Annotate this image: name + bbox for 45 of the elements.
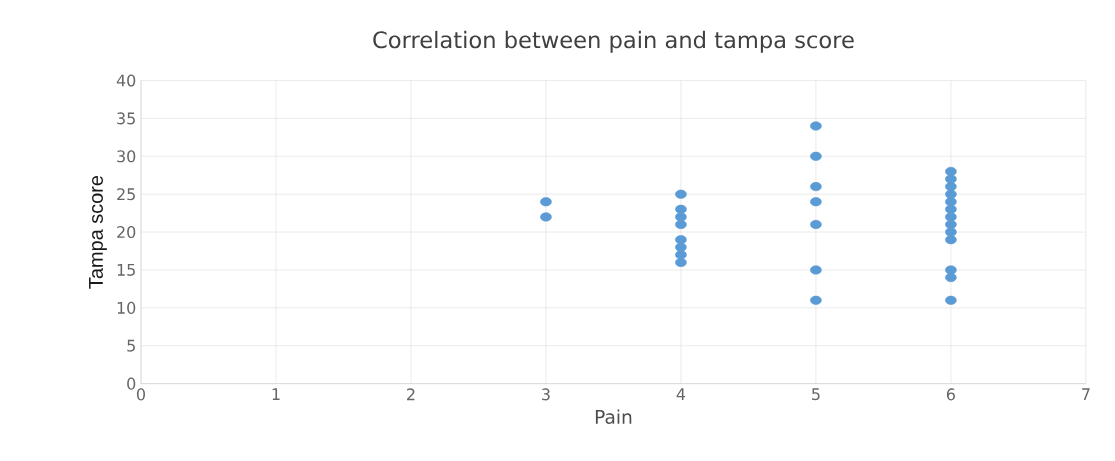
point xyxy=(810,295,822,305)
point xyxy=(945,235,957,245)
point xyxy=(810,151,822,161)
y-tick-label: 35 xyxy=(117,112,135,125)
point xyxy=(945,197,957,207)
x-tick-label: 0 xyxy=(136,388,146,401)
point xyxy=(945,174,957,184)
point xyxy=(945,272,957,283)
point xyxy=(945,189,957,199)
x-tick-label: 1 xyxy=(272,388,280,400)
x-tick-label: 3 xyxy=(542,388,550,401)
y-tick-label: 15 xyxy=(117,263,135,276)
point xyxy=(810,197,822,207)
point xyxy=(675,250,687,260)
point xyxy=(945,182,957,192)
y-tick-label: 30 xyxy=(117,150,136,163)
point xyxy=(945,227,957,237)
x-tick-label: 2 xyxy=(407,388,415,401)
point xyxy=(945,212,957,222)
point xyxy=(810,219,822,229)
y-tick-label: 20 xyxy=(117,225,136,239)
point xyxy=(810,265,822,275)
x-axis-title: Pain xyxy=(595,409,632,424)
y-tick-label: 10 xyxy=(117,301,136,314)
x-tick-label: 4 xyxy=(676,388,686,400)
point xyxy=(675,219,687,229)
point xyxy=(675,235,687,245)
point xyxy=(945,295,957,305)
point xyxy=(675,212,687,222)
y-tick-label: 5 xyxy=(127,339,135,352)
point xyxy=(810,121,822,131)
point xyxy=(540,197,552,207)
x-tick-label: 6 xyxy=(946,388,955,401)
y-tick-label: 0 xyxy=(127,377,136,390)
x-tick-label: 5 xyxy=(812,388,820,401)
point xyxy=(675,189,687,199)
y-tick-label: 25 xyxy=(117,188,135,201)
point xyxy=(675,257,687,267)
chart-title: Correlation between pain and tampa score xyxy=(373,30,854,53)
y-tick-label: 40 xyxy=(116,74,136,87)
point xyxy=(540,212,552,222)
point xyxy=(810,182,822,192)
y-axis-title: Tampa score xyxy=(89,175,107,289)
point xyxy=(945,265,957,275)
x-tick-label: 7 xyxy=(1082,388,1090,400)
